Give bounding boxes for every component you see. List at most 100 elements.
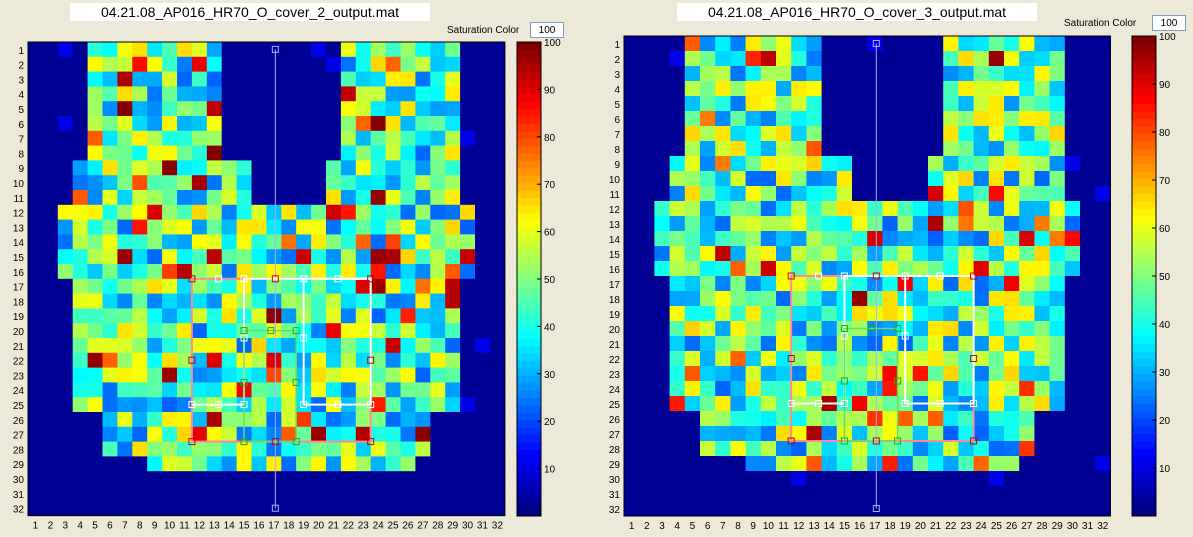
region-handle[interactable] [970,355,978,362]
region-handle[interactable] [840,325,848,332]
heatmap-cell [206,56,223,73]
heatmap-cell [87,293,103,309]
region-handle[interactable] [970,272,978,280]
region-handle[interactable] [840,437,848,445]
region-handle[interactable] [787,400,795,407]
region-handle[interactable] [215,275,223,283]
region-handle[interactable] [901,400,909,407]
region-handle[interactable] [936,400,944,407]
heatmap-cell [730,396,747,412]
region-handle[interactable] [970,400,978,407]
region-handle[interactable] [901,332,909,340]
region-handle[interactable] [240,401,248,409]
heatmap-cell [1095,171,1111,187]
region-handle[interactable] [840,332,848,340]
region-handle[interactable] [894,437,902,445]
region-handle[interactable] [271,45,279,53]
heatmap-cell [1080,216,1096,232]
heatmap-cell [1064,201,1081,217]
heatmap-cell [489,160,506,176]
heatmap-cell [684,216,701,232]
region-handle[interactable] [970,437,978,445]
region-handle[interactable] [188,356,196,364]
colorbar-segment [517,123,541,132]
column-label: 28 [1036,521,1048,532]
heatmap-cell [912,501,929,517]
region-handle[interactable] [240,275,248,283]
heatmap-cell [928,456,944,472]
saturation-color-input[interactable] [530,22,564,38]
region-handle[interactable] [815,272,823,280]
region-handle[interactable] [271,504,279,512]
heatmap-cell [355,249,372,265]
heatmap-cell [776,366,792,382]
region-handle[interactable] [367,401,375,409]
heatmap-cell [370,42,387,58]
heatmap-cell [266,352,282,369]
region-handle[interactable] [787,355,795,362]
inner-region-right[interactable] [904,275,975,405]
heatmap-cell [251,500,267,517]
region-handle[interactable] [215,401,223,409]
heatmap-cell [311,264,327,280]
region-handle[interactable] [300,334,308,342]
region-handle[interactable] [787,272,795,280]
region-handle[interactable] [872,40,880,47]
heatmap-cell [28,204,44,221]
heatmap-cell [162,382,178,398]
middle-region-box[interactable] [243,329,297,443]
region-handle[interactable] [815,400,823,407]
region-handle[interactable] [367,275,375,283]
heatmap-cell [87,160,103,176]
heatmap-cell [882,426,899,442]
region-handle[interactable] [894,377,902,385]
region-handle[interactable] [936,272,944,280]
region-handle[interactable] [240,438,248,446]
region-handle[interactable] [292,378,300,386]
region-handle[interactable] [840,400,848,407]
heatmap-cell [943,456,959,472]
region-handle[interactable] [367,438,375,446]
region-handle[interactable] [334,401,342,409]
saturation-color-input[interactable] [1152,15,1186,31]
region-handle[interactable] [872,437,880,445]
heatmap-cell [1080,321,1096,337]
region-handle[interactable] [868,325,876,332]
region-handle[interactable] [271,438,279,446]
region-handle[interactable] [872,272,880,280]
region-handle[interactable] [188,438,196,446]
region-handle[interactable] [271,275,279,283]
region-handle[interactable] [188,401,196,409]
heatmap-cell [1004,411,1020,427]
heatmap-cell [296,190,312,206]
heatmap-cell [715,501,731,517]
heatmap-cell [251,145,267,161]
heatmap-cell [973,36,990,52]
region-handle[interactable] [872,505,880,512]
colorbar-segment [517,108,541,117]
region-handle[interactable] [292,327,300,335]
heatmap-cell [730,201,747,217]
heatmap-cell [42,471,59,487]
region-handle[interactable] [367,356,375,364]
region-handle[interactable] [840,272,848,280]
region-handle[interactable] [300,401,308,409]
region-handle[interactable] [240,334,248,342]
middle-region-box[interactable] [843,327,899,442]
region-handle[interactable] [300,275,308,283]
inner-region-right[interactable] [302,277,372,406]
region-handle[interactable] [840,377,848,385]
region-handle[interactable] [292,438,300,446]
heatmap-cell [730,141,747,157]
region-handle[interactable] [240,378,248,386]
heatmap-cell [445,278,461,295]
heatmap-cell [1049,291,1066,307]
region-handle[interactable] [188,275,196,283]
region-handle[interactable] [240,327,248,335]
region-handle[interactable] [787,437,795,445]
region-handle[interactable] [894,325,902,332]
region-handle[interactable] [901,272,909,280]
region-handle[interactable] [267,327,275,335]
heatmap-cell [1004,216,1020,232]
region-handle[interactable] [334,275,342,283]
